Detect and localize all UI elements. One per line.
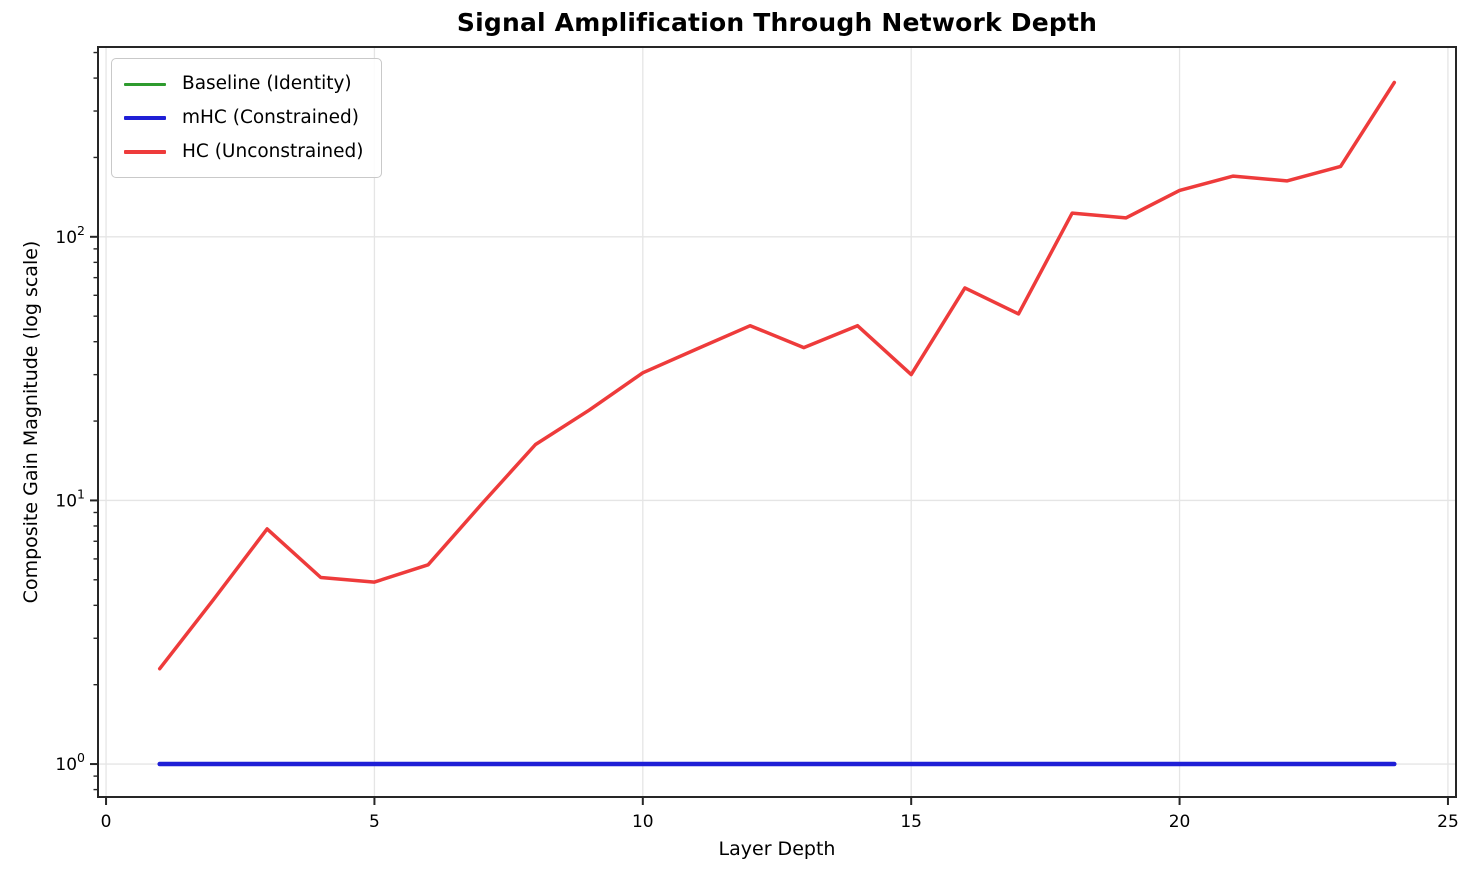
legend-swatch-baseline (124, 82, 166, 86)
x-tick-label: 15 (900, 812, 922, 832)
x-tick-label: 5 (369, 812, 380, 832)
chart-title: Signal Amplification Through Network Dep… (456, 8, 1098, 37)
x-axis-label: Layer Depth (718, 838, 836, 860)
x-tick-label: 20 (1169, 812, 1191, 832)
legend-label-hc: HC (Unconstrained) (182, 140, 364, 162)
legend-label-mhc: mHC (Constrained) (182, 106, 359, 128)
x-tick-label: 0 (101, 812, 112, 832)
legend-label-baseline: Baseline (Identity) (182, 72, 352, 94)
y-tick-label: 102 (55, 223, 85, 248)
legend-swatch-hc (124, 150, 166, 154)
legend: Baseline (Identity) mHC (Constrained) HC (… (111, 58, 383, 178)
y-tick-label: 100 (55, 750, 85, 775)
legend-item-mhc: mHC (Constrained) (124, 101, 363, 135)
x-tick-label: 25 (1437, 812, 1459, 832)
y-tick-label: 101 (55, 486, 85, 511)
plot-frame (97, 46, 1457, 798)
x-tick-label: 10 (632, 812, 654, 832)
series-line-hc (157, 80, 1397, 671)
legend-item-baseline: Baseline (Identity) (124, 67, 363, 101)
legend-swatch-mhc (124, 115, 166, 121)
legend-item-hc: HC (Unconstrained) (124, 135, 363, 169)
